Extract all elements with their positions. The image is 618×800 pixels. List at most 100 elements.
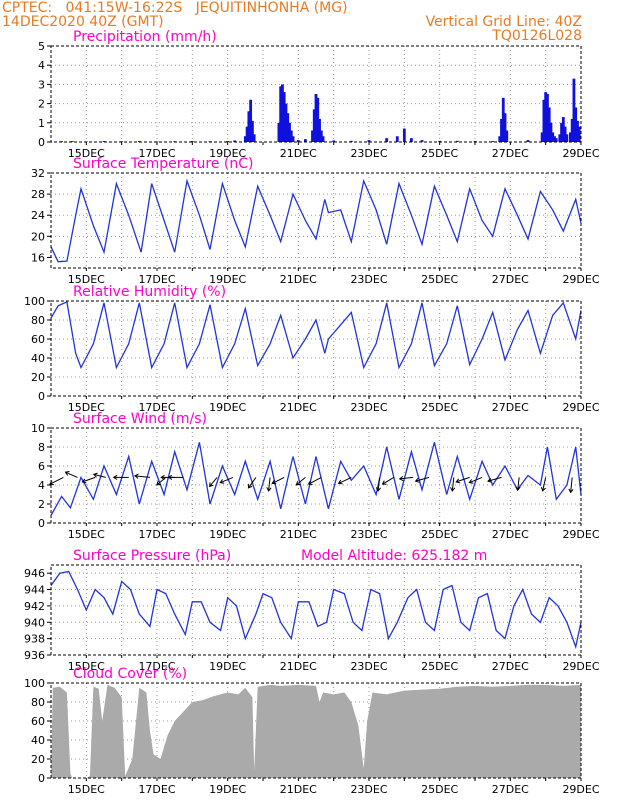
panel-3-wind-arrow [156, 477, 167, 486]
panel-3-ytick-label: 0 [38, 517, 45, 530]
panel-0-xtick-label: 17DEC [138, 147, 175, 160]
panel-3-wind-arrowhead [414, 477, 420, 483]
panel-3-ytick-label: 6 [38, 460, 45, 473]
panel-3-wind-arrow [248, 477, 257, 489]
panel-0-xtick-label: 15DEC [68, 147, 105, 160]
panel-0-xtick-label: 27DEC [492, 147, 529, 160]
header-line2-right: Vertical Grid Line: 40Z [425, 14, 582, 30]
panel-5-ytick-label: 0 [38, 772, 45, 785]
panel-5-title: Cloud Cover (%) [73, 666, 187, 682]
panel-5-xtick-label: 21DEC [280, 783, 317, 796]
panel-0-bar [574, 107, 578, 142]
panel-4-title: Surface Pressure (hPa) [73, 548, 231, 564]
panel-5-xtick-label: 25DEC [421, 783, 458, 796]
panel-5-xtick-label: 23DEC [350, 783, 387, 796]
panel-5-ytick-label: 60 [31, 715, 45, 728]
panel-3-wind-arrow [209, 477, 218, 487]
panel-0-bar [349, 140, 353, 142]
panel-0-bar [576, 120, 579, 142]
panel-3-frame [50, 427, 582, 524]
panel-3-wind-arrowhead [468, 479, 474, 484]
panel-2-xtick-label: 19DEC [209, 401, 246, 414]
panel-0-bar [569, 132, 572, 142]
panel-3-wind-arrow [399, 476, 414, 480]
panel-3-wind-arrowhead [540, 486, 546, 492]
panel-2-ytick-label: 40 [31, 352, 45, 365]
panel-0-bar [546, 94, 549, 142]
panel-3-title: Surface Wind (m/s) [73, 411, 207, 427]
panel-0-bar [577, 126, 581, 142]
panel-0-bar [284, 103, 288, 142]
panel-3-wind-arrowhead [156, 480, 161, 486]
panel-1-xtick-label: 23DEC [350, 273, 387, 286]
panel-3-wind-arrowhead [450, 487, 456, 492]
panel-0-bar [498, 136, 502, 142]
panel-3-wind-arrowhead [398, 476, 404, 482]
panel-0-bar [505, 130, 509, 142]
panel-0-bar [563, 126, 567, 142]
panel-0-bar [561, 117, 565, 142]
panel-1-ytick-label: 24 [31, 209, 45, 222]
panel-0-bar [311, 130, 314, 142]
panel-1-line [50, 178, 582, 263]
panel-3-wind-arrow [382, 476, 394, 485]
panel-0-bar [503, 113, 507, 142]
panel-0-bar [247, 111, 251, 142]
panel-1-ytick-label: 20 [31, 230, 45, 243]
panel-4-xtick-label: 25DEC [421, 660, 458, 673]
panel-3-wind-arrow [82, 476, 96, 483]
panel-3-wind-arrowhead [219, 479, 225, 484]
panel-4-ytick-label: 938 [24, 633, 45, 646]
panel-0-bar [321, 136, 325, 142]
panel-0-bar [249, 99, 253, 142]
panel-4-ytick-label: 946 [24, 567, 45, 580]
panel-0-bar [286, 113, 290, 142]
panel-5-xtick-label: 15DEC [68, 783, 105, 796]
panel-3-wind-arrowhead [455, 478, 461, 484]
panel-0-bar [314, 94, 318, 142]
panel-3-wind-arrowhead [64, 471, 70, 476]
panel-4-annotation: Model Altitude: 625.182 m [301, 548, 487, 564]
panel-2-ytick-label: 80 [31, 314, 45, 327]
header-line1-left: CPTEC: 041:15W-16:22S JEQUITINHONHA (MG) [2, 0, 348, 16]
panel-0-bar [501, 97, 505, 142]
panel-1-frame [50, 172, 582, 269]
panel-0-bar [410, 138, 413, 142]
panel-0-bar [291, 136, 295, 142]
panel-1-title: Surface Temperature (nC) [73, 156, 254, 172]
panel-3-wind-arrow [456, 476, 470, 483]
panel-3-wind-arrow [271, 476, 285, 484]
panel-2-ytick-label: 20 [31, 371, 45, 384]
panel-0-bar [70, 141, 74, 142]
panel-0-ytick-label: 0 [38, 136, 45, 149]
panel-0-bar [226, 141, 230, 142]
panel-3-wind-arrowhead [375, 487, 381, 492]
panel-4-xtick-label: 21DEC [280, 660, 317, 673]
panel-4-xtick-label: 19DEC [209, 660, 246, 673]
panel-2-frame [50, 300, 582, 397]
panel-0-bar [304, 139, 307, 142]
panel-0-bar [558, 134, 562, 142]
panel-0-xtick-label: 23DEC [350, 147, 387, 160]
panel-0-bar [190, 141, 194, 142]
panel-3-wind-arrow [570, 477, 573, 493]
panel-0-xtick-label: 21DEC [280, 147, 317, 160]
panel-1-xtick-label: 19DEC [209, 273, 246, 286]
panel-1-xtick-label: 15DEC [68, 273, 105, 286]
panel-5-area [51, 684, 581, 778]
panel-3-wind-arrowhead [209, 482, 214, 488]
panel-3-ytick-label: 2 [38, 498, 45, 511]
panel-3-wind-arrowhead [266, 487, 272, 492]
panel-0-bar [288, 122, 291, 142]
panel-3-wind-arrow [377, 477, 381, 491]
panel-0-bar [312, 109, 316, 142]
panel-0-bar [565, 134, 569, 142]
panel-3-wind-arrowhead [167, 474, 173, 480]
panel-3-wind-arrowhead [295, 480, 301, 486]
panel-4-xtick-label: 23DEC [350, 660, 387, 673]
panel-3-wind-arrowhead [381, 480, 387, 485]
panel-0-bar [549, 122, 553, 142]
panel-2-ytick-label: 0 [38, 390, 45, 403]
panel-4-frame [50, 564, 582, 656]
